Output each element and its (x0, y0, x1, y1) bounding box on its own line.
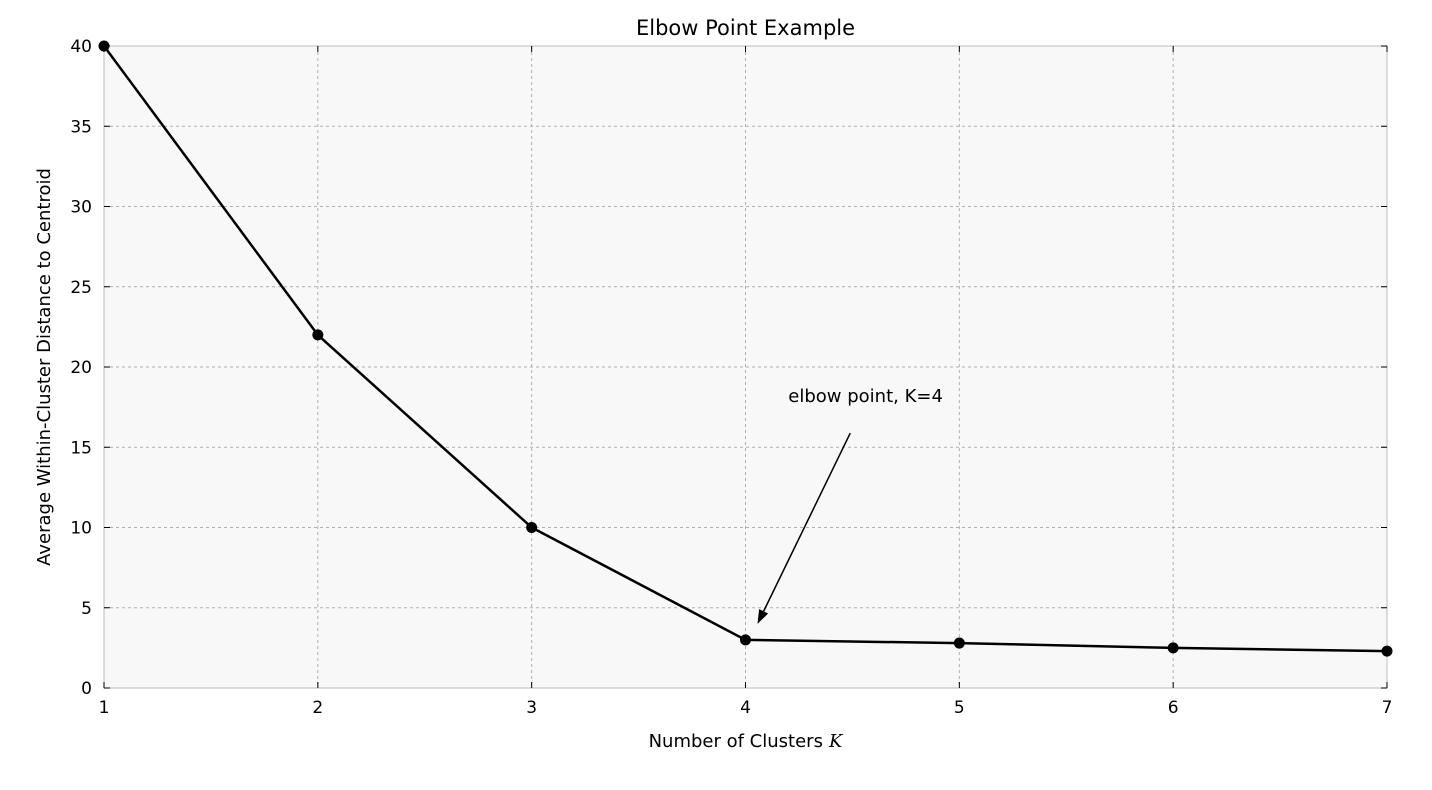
data-point (953, 637, 965, 649)
y-axis-label: Average Within-Cluster Distance to Centr… (34, 168, 55, 566)
y-tick-label: 40 (70, 37, 92, 57)
x-axis-label: Number of Clusters K (649, 731, 844, 752)
x-tick-label: 2 (312, 698, 323, 718)
annotation-label: elbow point, K=4 (788, 386, 943, 407)
y-tick-label: 15 (70, 438, 92, 458)
annotation-arrow-head (757, 609, 769, 624)
y-tick-label: 20 (70, 358, 92, 378)
data-point (526, 522, 538, 533)
x-tick-label: 5 (954, 698, 965, 718)
x-axis-label-variable: K (828, 731, 844, 752)
x-tick-label: 4 (740, 698, 751, 718)
data-point (1381, 645, 1393, 657)
axis-ticks: 1 2 3 4 5 6 7 0 5 10 15 20 25 30 35 40 (70, 37, 1392, 718)
data-point (312, 329, 324, 341)
x-tick-label: 1 (99, 698, 110, 718)
y-tick-label: 5 (81, 599, 92, 619)
annotation-arrow-shaft (762, 432, 851, 612)
chart-title: Elbow Point Example (636, 16, 855, 40)
y-tick-label: 25 (70, 278, 92, 298)
y-tick-label: 30 (70, 198, 92, 218)
y-tick-label: 0 (81, 679, 92, 699)
data-points (98, 40, 1393, 657)
x-tick-label: 7 (1382, 698, 1393, 718)
annotation: elbow point, K=4 (757, 386, 943, 624)
x-axis-label-text: Number of Clusters (649, 731, 823, 752)
x-tick-label: 6 (1168, 698, 1179, 718)
data-point (740, 634, 751, 646)
data-point (98, 40, 110, 52)
y-tick-label: 35 (70, 117, 92, 137)
x-tick-label: 3 (526, 698, 537, 718)
data-point (1167, 642, 1179, 654)
y-tick-label: 10 (70, 519, 92, 539)
